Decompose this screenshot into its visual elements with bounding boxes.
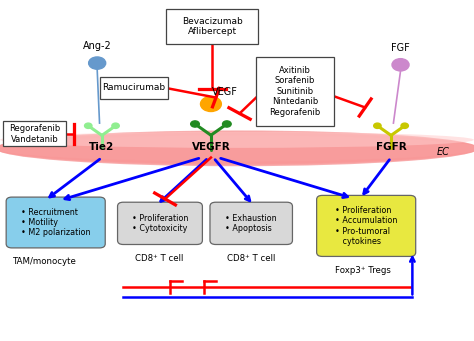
Text: FGFR: FGFR [376, 142, 406, 152]
Circle shape [84, 123, 92, 129]
Ellipse shape [0, 131, 474, 166]
Text: TAM/monocyte: TAM/monocyte [13, 257, 77, 266]
Ellipse shape [0, 131, 474, 166]
Ellipse shape [0, 135, 474, 162]
Text: • Exhaustion
• Apoptosis: • Exhaustion • Apoptosis [226, 214, 277, 233]
Ellipse shape [0, 134, 474, 163]
Text: Bevacizumab
Aflibercept: Bevacizumab Aflibercept [182, 17, 243, 36]
FancyBboxPatch shape [256, 57, 334, 126]
Ellipse shape [0, 134, 474, 163]
Text: Ang-2: Ang-2 [83, 41, 111, 51]
Ellipse shape [0, 132, 474, 165]
Text: Ramucirumab: Ramucirumab [102, 83, 165, 92]
Ellipse shape [0, 132, 474, 165]
Circle shape [201, 97, 221, 112]
Ellipse shape [0, 135, 474, 162]
Circle shape [401, 123, 409, 129]
FancyBboxPatch shape [166, 9, 258, 44]
Ellipse shape [0, 133, 474, 164]
Ellipse shape [0, 134, 474, 162]
Ellipse shape [0, 134, 474, 162]
Text: VEGF: VEGF [212, 87, 238, 97]
Ellipse shape [0, 132, 474, 164]
Ellipse shape [0, 132, 474, 165]
FancyBboxPatch shape [118, 202, 202, 244]
Circle shape [374, 123, 381, 129]
Text: Axitinib
Sorafenib
Sunitinib
Nintedanib
Regorafenib: Axitinib Sorafenib Sunitinib Nintedanib … [269, 66, 321, 117]
Text: • Proliferation
• Accumulation
• Pro-tumoral
   cytokines: • Proliferation • Accumulation • Pro-tum… [335, 206, 397, 246]
Circle shape [89, 57, 106, 69]
Circle shape [112, 123, 119, 129]
FancyBboxPatch shape [3, 121, 66, 146]
Circle shape [191, 121, 199, 127]
Text: FGF: FGF [391, 43, 410, 53]
Ellipse shape [0, 133, 474, 164]
Text: CD8⁺ T cell: CD8⁺ T cell [135, 254, 183, 263]
Ellipse shape [0, 132, 474, 148]
FancyBboxPatch shape [6, 197, 105, 248]
Text: Regorafenib
Vandetanib: Regorafenib Vandetanib [9, 124, 60, 144]
Ellipse shape [0, 131, 474, 166]
FancyBboxPatch shape [317, 195, 416, 256]
FancyBboxPatch shape [210, 202, 292, 244]
Ellipse shape [0, 131, 474, 165]
Text: • Recruitment
• Motility
• M2 polarization: • Recruitment • Motility • M2 polarizati… [21, 208, 91, 237]
FancyBboxPatch shape [100, 77, 168, 99]
Circle shape [392, 59, 409, 71]
Text: EC: EC [437, 147, 450, 157]
Ellipse shape [0, 135, 474, 161]
Circle shape [223, 121, 231, 127]
Ellipse shape [0, 131, 474, 166]
Text: VEGFR: VEGFR [191, 142, 230, 152]
Text: CD8⁺ T cell: CD8⁺ T cell [227, 254, 275, 263]
Ellipse shape [0, 133, 474, 163]
Ellipse shape [0, 133, 474, 164]
Ellipse shape [0, 135, 474, 161]
Text: Tie2: Tie2 [89, 142, 115, 152]
Text: • Proliferation
• Cytotoxicity: • Proliferation • Cytotoxicity [132, 214, 188, 233]
Text: Foxp3⁺ Tregs: Foxp3⁺ Tregs [335, 266, 391, 275]
